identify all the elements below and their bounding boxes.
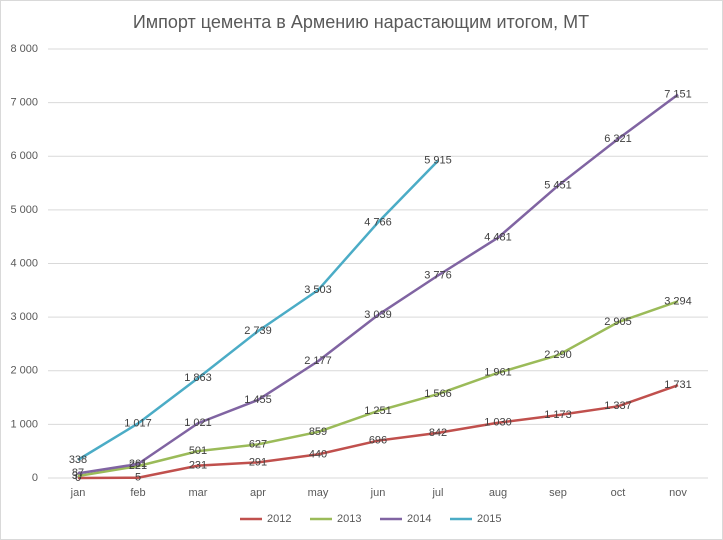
y-tick-label: 4 000 (10, 257, 38, 269)
data-label: 1 455 (244, 394, 272, 406)
data-label: 696 (369, 435, 387, 447)
y-tick-label: 7 000 (10, 97, 38, 109)
x-tick-label: aug (489, 487, 507, 499)
series-line (77, 383, 679, 480)
data-label: 87 (72, 467, 84, 479)
data-label: 221 (129, 460, 147, 472)
data-label: 1 173 (544, 409, 572, 421)
data-label: 1 566 (424, 388, 452, 400)
legend-label: 2015 (477, 513, 501, 525)
data-label: 2 905 (604, 316, 632, 328)
data-label: 859 (309, 426, 327, 438)
data-label: 2 739 (244, 325, 272, 337)
legend-label: 2012 (267, 513, 291, 525)
data-label: 4 766 (364, 216, 392, 228)
series-line (77, 300, 679, 478)
data-label: 6 321 (604, 133, 632, 145)
data-label: 0 (75, 472, 81, 484)
data-label: 231 (189, 460, 207, 472)
series-line (77, 93, 679, 475)
series-line (77, 159, 439, 461)
data-label: 1 030 (484, 417, 512, 429)
data-label: 440 (309, 448, 327, 460)
data-label: 7 151 (664, 88, 692, 100)
data-label: 261 (129, 458, 147, 470)
y-tick-label: 5 000 (10, 204, 38, 216)
data-label: 4 481 (484, 232, 512, 244)
y-tick-label: 3 000 (10, 311, 38, 323)
data-label: 1 337 (604, 400, 632, 412)
data-label: 501 (189, 445, 207, 457)
data-label: 842 (429, 427, 447, 439)
y-tick-label: 6 000 (10, 150, 38, 162)
x-tick-label: sep (549, 487, 567, 499)
data-label: 1 961 (484, 367, 512, 379)
data-label: 5 451 (544, 180, 572, 192)
data-label: 1 251 (364, 405, 392, 417)
x-tick-label: jan (70, 487, 86, 499)
y-tick-label: 8 000 (10, 43, 38, 55)
y-tick-label: 2 000 (10, 365, 38, 377)
data-label: 1 021 (184, 417, 212, 429)
data-label: 1 863 (184, 372, 212, 384)
data-label: 2 177 (304, 355, 332, 367)
x-tick-label: mar (189, 487, 208, 499)
x-tick-label: apr (250, 487, 266, 499)
data-label: 338 (69, 454, 87, 466)
data-label: 291 (249, 456, 267, 468)
x-tick-label: jun (370, 487, 386, 499)
y-tick-label: 0 (32, 472, 38, 484)
data-label: 3 776 (424, 269, 452, 281)
data-label: 3 039 (364, 309, 392, 321)
x-tick-label: nov (669, 487, 687, 499)
x-tick-label: oct (611, 487, 626, 499)
x-tick-label: may (308, 487, 329, 499)
chart-title: Импорт цемента в Армению нарастающим ито… (133, 12, 589, 32)
data-label: 1 017 (124, 417, 152, 429)
data-label: 3 503 (304, 284, 332, 296)
data-label: 627 (249, 438, 267, 450)
data-label: 5 915 (424, 155, 452, 167)
data-label: 3 294 (664, 295, 692, 307)
legend-label: 2013 (337, 513, 361, 525)
y-tick-label: 1 000 (10, 418, 38, 430)
data-label: 1 731 (664, 379, 692, 391)
data-label: 2 290 (544, 349, 572, 361)
legend-label: 2014 (407, 513, 431, 525)
x-tick-label: jul (431, 487, 443, 499)
x-tick-label: feb (130, 487, 145, 499)
data-label: 5 (135, 472, 141, 484)
